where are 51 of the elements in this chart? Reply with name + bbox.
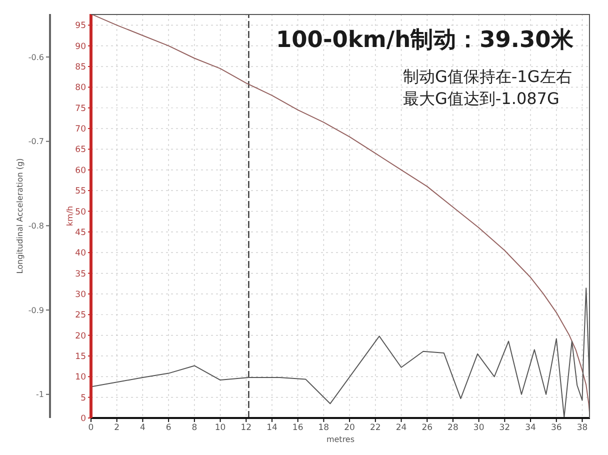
- y-tick-label: 90: [75, 42, 86, 52]
- y-tick-label: 25: [75, 310, 86, 321]
- y-tick-label: 85: [75, 62, 86, 73]
- y-tick-label: 5: [80, 393, 86, 404]
- x-tick-label: 28: [448, 423, 458, 434]
- x-tick-label: 2: [114, 423, 120, 434]
- x-tick-label: 12: [240, 423, 252, 434]
- y2-tick-label: -0.7: [28, 137, 44, 146]
- y-tick-label: 0: [80, 414, 86, 424]
- x-tick-label: 18: [318, 423, 330, 434]
- x-tick-label: 6: [166, 423, 172, 434]
- y-tick-label: 65: [75, 145, 86, 156]
- y-tick-label: 20: [75, 331, 86, 342]
- text: 100-0km/h制动：39.30米: [276, 26, 574, 54]
- x-tick-label: 26: [422, 423, 433, 434]
- y-tick-label: 30: [75, 290, 86, 300]
- annotation: 最大G值达到-1.087G: [403, 89, 560, 109]
- x-tick-label: 14: [266, 423, 278, 434]
- x-tick-label: 10: [214, 423, 226, 434]
- x-tick-label: 22: [370, 423, 381, 434]
- x-tick-label: 38: [576, 423, 588, 434]
- x-tick-label: 0: [88, 423, 94, 434]
- y-tick-label: 10: [75, 372, 86, 383]
- y-tick-label: 55: [75, 186, 86, 197]
- y-tick-label: 40: [75, 248, 86, 259]
- y-axis-title: km/h: [66, 206, 74, 226]
- y-tick-label: 80: [75, 83, 86, 94]
- x-tick-label: 30: [473, 423, 484, 434]
- x-tick-label: 36: [550, 423, 562, 434]
- annotation: 制动G值保持在-1G左右: [403, 67, 572, 87]
- y-tick-label: 50: [75, 207, 86, 218]
- y2-axis-title: Longitudinal Acceleration (g): [16, 158, 24, 274]
- y2-tick-label: -0.9: [28, 306, 44, 315]
- y-tick-label: 75: [75, 104, 86, 114]
- y-tick-label: 15: [75, 352, 86, 362]
- x-tick-label: 20: [344, 423, 355, 434]
- y-tick-label: 95: [75, 21, 86, 32]
- y2-tick-label: -1: [36, 390, 44, 400]
- y-tick-label: 45: [75, 228, 86, 238]
- x-tick-label: 32: [499, 423, 510, 434]
- x-tick-label: 24: [396, 423, 407, 434]
- x-tick-label: 8: [192, 423, 198, 434]
- y-tick-label: 35: [75, 269, 86, 280]
- x-tick-label: 34: [525, 423, 536, 434]
- x-tick-label: 4: [140, 423, 146, 434]
- y2-tick-label: -0.8: [28, 222, 44, 231]
- y2-tick-label: -0.6: [28, 52, 44, 62]
- y-tick-label: 60: [75, 166, 86, 176]
- x-tick-label: 16: [292, 423, 304, 434]
- y-tick-label: 70: [75, 124, 86, 135]
- x-axis-title: metres: [326, 435, 355, 444]
